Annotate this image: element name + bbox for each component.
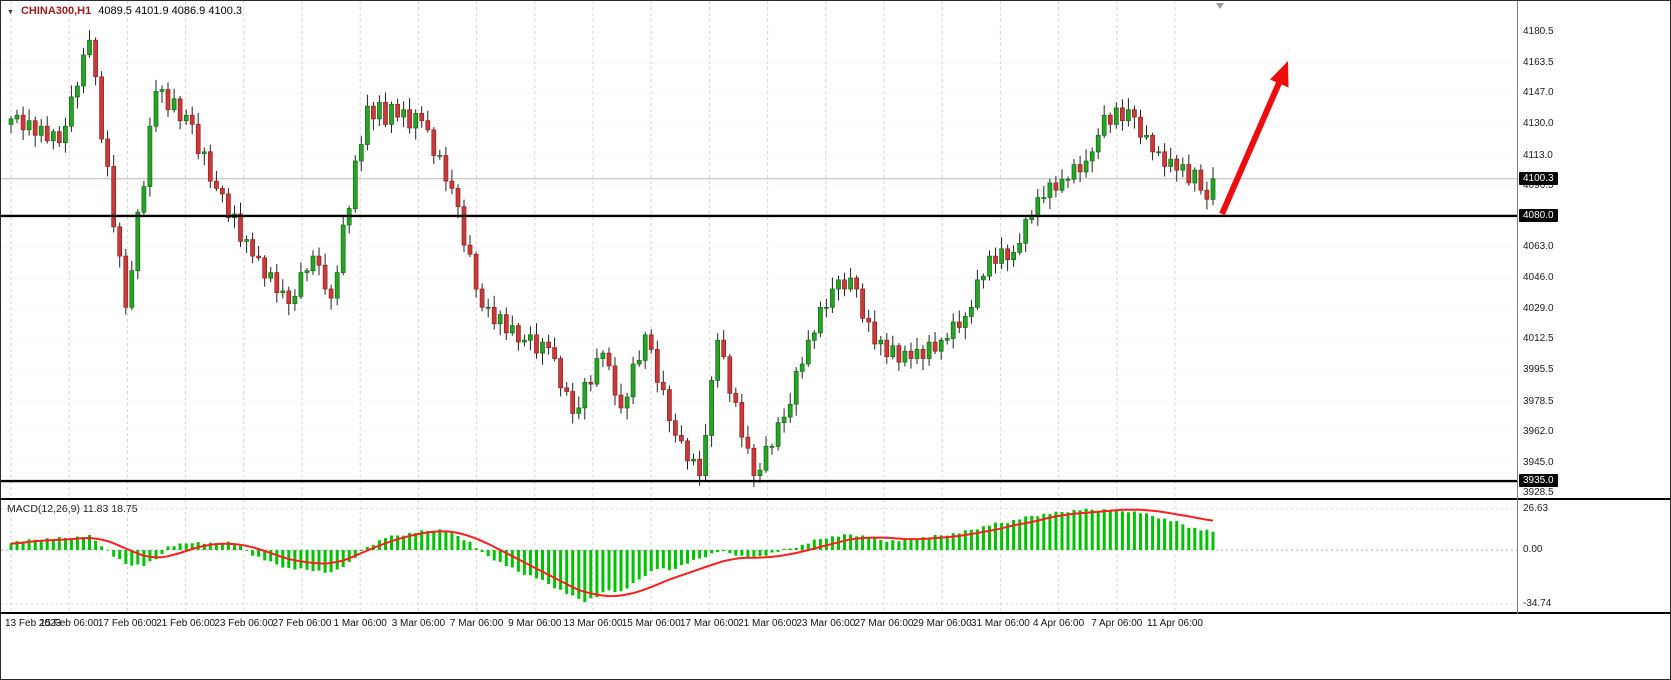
macd-histogram-layer (9, 508, 1215, 603)
price-axis-label: 4029.0 (1523, 303, 1554, 315)
ohlc-values: 4089.5 4101.9 4086.9 4100.3 (98, 5, 242, 17)
time-axis-label: 4 Apr 06:00 (1033, 618, 1085, 629)
time-axis-label: 1 Mar 06:00 (333, 618, 387, 629)
time-axis-label: 23 Mar 06:00 (796, 618, 856, 629)
symbol-dropdown-icon[interactable]: ▼ (7, 8, 14, 16)
time-axis-label: 13 Mar 06:00 (563, 618, 623, 629)
time-axis-label: 7 Mar 06:00 (449, 618, 504, 629)
time-axis-label: 21 Feb 06:00 (156, 618, 216, 629)
time-axis-label: 13 Feb 2023 (5, 618, 62, 629)
time-axis-label: 7 Apr 06:00 (1091, 618, 1143, 629)
macd-panel-canvas[interactable] (1, 500, 1517, 612)
time-axis-label: 11 Apr 06:00 (1147, 618, 1203, 629)
support-resistance-lines[interactable] (1, 214, 1517, 483)
chart-shift-marker-icon (1216, 3, 1224, 9)
symbol-timeframe-label: CHINA300,H1 (20, 5, 92, 17)
price-axis-label: 4096.5 (1523, 179, 1554, 191)
panel-separator-bottom[interactable] (1, 612, 1670, 614)
time-axis-label: 15 Mar 06:00 (621, 618, 681, 629)
macd-axis-label: 26.63 (1523, 502, 1549, 514)
price-axis-label: 4147.0 (1523, 87, 1554, 99)
time-axis-label: 29 Mar 06:00 (912, 618, 972, 629)
macd-vertical-gridlines (10, 500, 1176, 612)
price-chart-canvas[interactable] (1, 1, 1517, 498)
time-axis-label: 15 Feb 06:00 (39, 618, 99, 629)
price-axis-border (1517, 1, 1518, 614)
price-axis-label: 3962.0 (1523, 425, 1554, 437)
time-axis-label: 21 Mar 06:00 (738, 618, 798, 629)
panel-separator[interactable] (1, 498, 1670, 500)
macd-signal-line (10, 508, 1214, 598)
bottom-margin (1, 638, 1670, 679)
support-price-tag: 3935.0 (1519, 474, 1558, 488)
price-axis-label: 4046.0 (1523, 272, 1554, 283)
macd-axis-label: -34.74 (1523, 597, 1552, 609)
price-axis-label: 3945.0 (1523, 456, 1554, 468)
price-axis-label: 4180.5 (1523, 26, 1554, 37)
resistance-price-tag: 4080.0 (1519, 208, 1558, 222)
time-axis-label: 17 Feb 06:00 (97, 618, 157, 629)
macd-indicator-label: MACD(12,26,9) 11.83 18.75 (7, 503, 138, 515)
horizontal-gridlines (1, 31, 1517, 494)
time-axis-label: 3 Mar 06:00 (391, 618, 446, 629)
symbol-ohlc-readout: ▼ CHINA300,H1 4089.5 4101.9 4086.9 4100.… (7, 5, 242, 17)
price-axis-label: 3928.5 (1523, 487, 1554, 498)
price-axis-label: 4012.5 (1523, 333, 1554, 345)
time-axis-label: 27 Feb 06:00 (272, 618, 332, 629)
time-axis-label: 31 Mar 06:00 (970, 618, 1030, 629)
current-price-tag: 4100.3 (1519, 171, 1558, 185)
macd-axis-label: 0.00 (1523, 544, 1543, 555)
time-axis-label: 23 Feb 06:00 (214, 618, 274, 629)
price-axis-label: 4130.0 (1523, 118, 1554, 130)
candles-layer (8, 30, 1216, 488)
time-axis-label: 9 Mar 06:00 (508, 618, 562, 629)
macd-scale-lines (1, 508, 1517, 605)
price-axis-label: 4113.0 (1523, 149, 1553, 161)
time-axis-label: 17 Mar 06:00 (679, 618, 739, 629)
time-axis-label: 27 Mar 06:00 (854, 618, 914, 629)
price-axis-label: 4163.5 (1523, 57, 1554, 69)
price-axis-label: 3978.5 (1523, 395, 1554, 407)
price-axis-label: 3995.5 (1523, 364, 1554, 376)
price-axis-label: 4063.0 (1523, 241, 1554, 252)
trend-arrow-annotation[interactable] (1219, 61, 1289, 216)
